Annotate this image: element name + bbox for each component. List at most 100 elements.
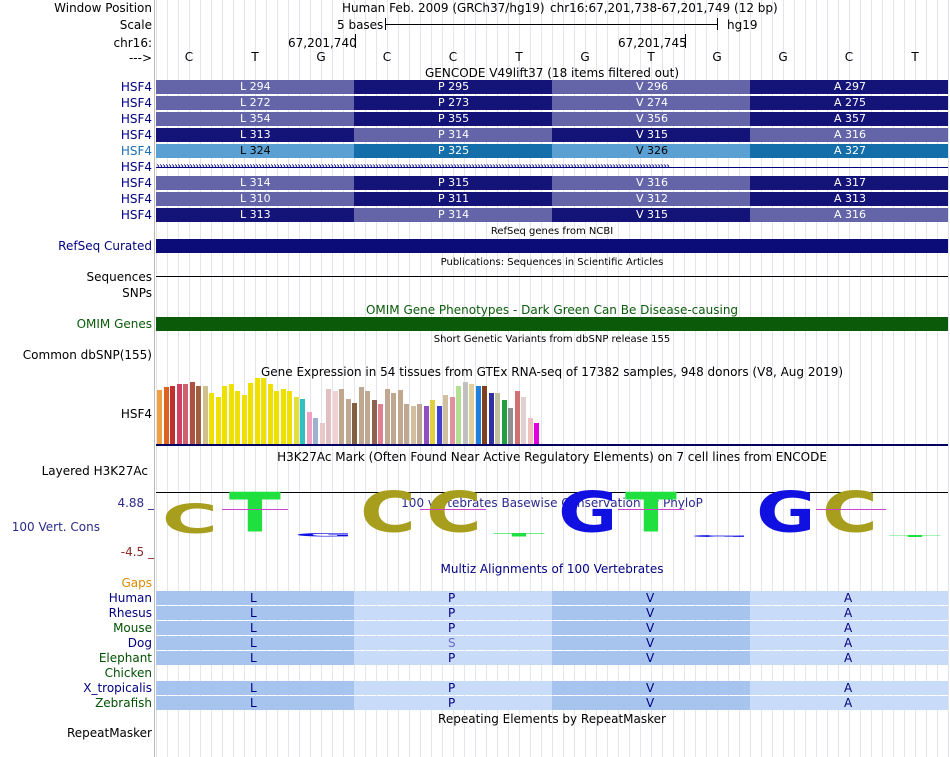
dbsnp-track-title[interactable]: Short Genetic Variants from dbSNP releas… [433, 334, 671, 345]
multiz-species-label[interactable]: Dog [127, 636, 152, 650]
gencode-codon-cell[interactable]: P 314 [354, 128, 552, 142]
gtex-bar[interactable] [228, 384, 234, 444]
gencode-row-label[interactable]: HSF4 [120, 96, 152, 110]
gencode-codon-cell[interactable]: P 314 [354, 208, 552, 222]
gtex-bar[interactable] [436, 406, 442, 444]
gencode-codon-cell[interactable]: A 275 [750, 96, 948, 110]
gencode-codon-cell[interactable]: L 354 [156, 112, 354, 126]
refseq-gene-bar[interactable] [156, 239, 948, 253]
multiz-species-label[interactable]: Zebrafish [95, 696, 152, 710]
gtex-bar[interactable] [469, 384, 474, 444]
publications-label[interactable]: Sequences [86, 270, 152, 284]
multiz-species-label[interactable]: Rhesus [108, 606, 152, 620]
gtex-bar[interactable] [534, 423, 539, 444]
gencode-codon-cell[interactable]: A 327 [750, 144, 948, 158]
gtex-bar[interactable] [482, 386, 487, 444]
gtex-bar[interactable] [475, 386, 481, 444]
gtex-bar[interactable] [189, 382, 195, 444]
gtex-bar[interactable] [417, 404, 422, 444]
gencode-codon-cell[interactable]: P 311 [354, 192, 552, 206]
gencode-codon-cell[interactable]: L 324 [156, 144, 354, 158]
gtex-bar[interactable] [183, 384, 188, 444]
gtex-bar[interactable] [274, 391, 279, 444]
gtex-bar[interactable] [488, 393, 494, 444]
gtex-bar[interactable] [293, 397, 299, 444]
gencode-codon-cell[interactable]: L 313 [156, 208, 354, 222]
gtex-bar[interactable] [209, 393, 214, 444]
gtex-bar[interactable] [339, 389, 344, 444]
phylop-label[interactable]: 100 Vert. Cons [11, 520, 100, 534]
gencode-codon-cell[interactable]: L 310 [156, 192, 354, 206]
gencode-codon-cell[interactable]: L 272 [156, 96, 354, 110]
multiz-species-label[interactable]: Elephant [98, 651, 152, 665]
gtex-bar[interactable] [501, 400, 507, 444]
gtex-bar[interactable] [235, 391, 240, 444]
gtex-bar[interactable] [443, 395, 448, 444]
gencode-row-label[interactable]: HSF4 [120, 176, 152, 190]
gencode-row-label[interactable]: HSF4 [120, 208, 152, 222]
gtex-bar[interactable] [391, 393, 396, 444]
gencode-codon-cell[interactable]: V 326 [552, 144, 750, 158]
gencode-codon-cell[interactable]: A 297 [750, 80, 948, 94]
gencode-codon-cell[interactable]: P 295 [354, 80, 552, 94]
gtex-bar[interactable] [345, 399, 351, 444]
repeatmasker-label[interactable]: RepeatMasker [66, 726, 152, 740]
gencode-row-label[interactable]: HSF4 [120, 112, 152, 126]
gtex-bar[interactable] [196, 386, 201, 444]
gencode-codon-cell[interactable]: P 315 [354, 176, 552, 190]
gtex-bar[interactable] [241, 395, 247, 444]
gencode-codon-cell[interactable]: A 316 [750, 128, 948, 142]
gencode-codon-cell[interactable]: V 356 [552, 112, 750, 126]
gtex-bar[interactable] [404, 404, 409, 444]
gtex-bar[interactable] [163, 387, 169, 444]
gtex-bar[interactable] [326, 389, 331, 444]
gtex-bar[interactable] [371, 400, 377, 444]
gtex-bar[interactable] [527, 418, 533, 444]
gtex-bar[interactable] [456, 386, 461, 444]
gencode-track-title[interactable]: GENCODE V49lift37 (18 items filtered out… [424, 66, 679, 80]
multiz-track-title[interactable]: Multiz Alignments of 100 Vertebrates [440, 562, 664, 576]
gtex-bar[interactable] [384, 389, 390, 444]
gtex-bar[interactable] [319, 423, 325, 444]
multiz-species-label[interactable]: Chicken [104, 666, 152, 680]
gtex-bar[interactable] [397, 390, 403, 444]
gtex-bar[interactable] [300, 399, 305, 444]
gtex-bar[interactable] [423, 406, 429, 444]
gtex-bar[interactable] [287, 391, 292, 444]
gencode-codon-cell[interactable]: P 325 [354, 144, 552, 158]
multiz-species-label[interactable]: Mouse [113, 621, 152, 635]
gencode-row-label[interactable]: HSF4 [120, 192, 152, 206]
gtex-bar[interactable] [514, 391, 520, 444]
gtex-bar[interactable] [254, 378, 260, 444]
gencode-row-label[interactable]: HSF4 [120, 80, 152, 94]
phylop-track-title[interactable]: 100 vertebrates Basewise Conservation by… [401, 496, 703, 510]
multiz-species-label[interactable]: Human [108, 591, 152, 605]
gencode-codon-cell[interactable]: V 315 [552, 208, 750, 222]
gtex-bar[interactable] [508, 408, 513, 444]
gtex-bar[interactable] [495, 393, 500, 444]
gtex-bar[interactable] [202, 386, 208, 444]
gencode-codon-cell[interactable]: V 316 [552, 176, 750, 190]
refseq-track-title[interactable]: RefSeq genes from NCBI [490, 226, 614, 237]
gtex-bar[interactable] [306, 412, 312, 444]
gtex-bar[interactable] [410, 406, 416, 444]
omim-track-title[interactable]: OMIM Gene Phenotypes - Dark Green Can Be… [365, 303, 739, 317]
gencode-codon-cell[interactable]: A 313 [750, 192, 948, 206]
gtex-bar[interactable] [261, 378, 266, 444]
gencode-codon-cell[interactable]: P 273 [354, 96, 552, 110]
gtex-bar[interactable] [365, 391, 370, 444]
gtex-bar[interactable] [157, 390, 162, 444]
gtex-label[interactable]: HSF4 [120, 407, 152, 421]
gtex-bar[interactable] [358, 387, 364, 444]
gtex-bar[interactable] [313, 418, 318, 444]
gencode-codon-cell[interactable]: V 312 [552, 192, 750, 206]
gencode-row-label[interactable]: HSF4 [120, 160, 152, 174]
gencode-row-label[interactable]: HSF4 [120, 128, 152, 142]
gtex-bar[interactable] [352, 403, 357, 444]
gencode-codon-cell[interactable]: V 274 [552, 96, 750, 110]
gtex-bar[interactable] [222, 386, 227, 444]
h3k27ac-label[interactable]: Layered H3K27Ac [41, 464, 148, 478]
gencode-codon-cell[interactable]: L 294 [156, 80, 354, 94]
gtex-bar[interactable] [521, 397, 526, 444]
omim-gene-bar[interactable] [156, 317, 948, 331]
